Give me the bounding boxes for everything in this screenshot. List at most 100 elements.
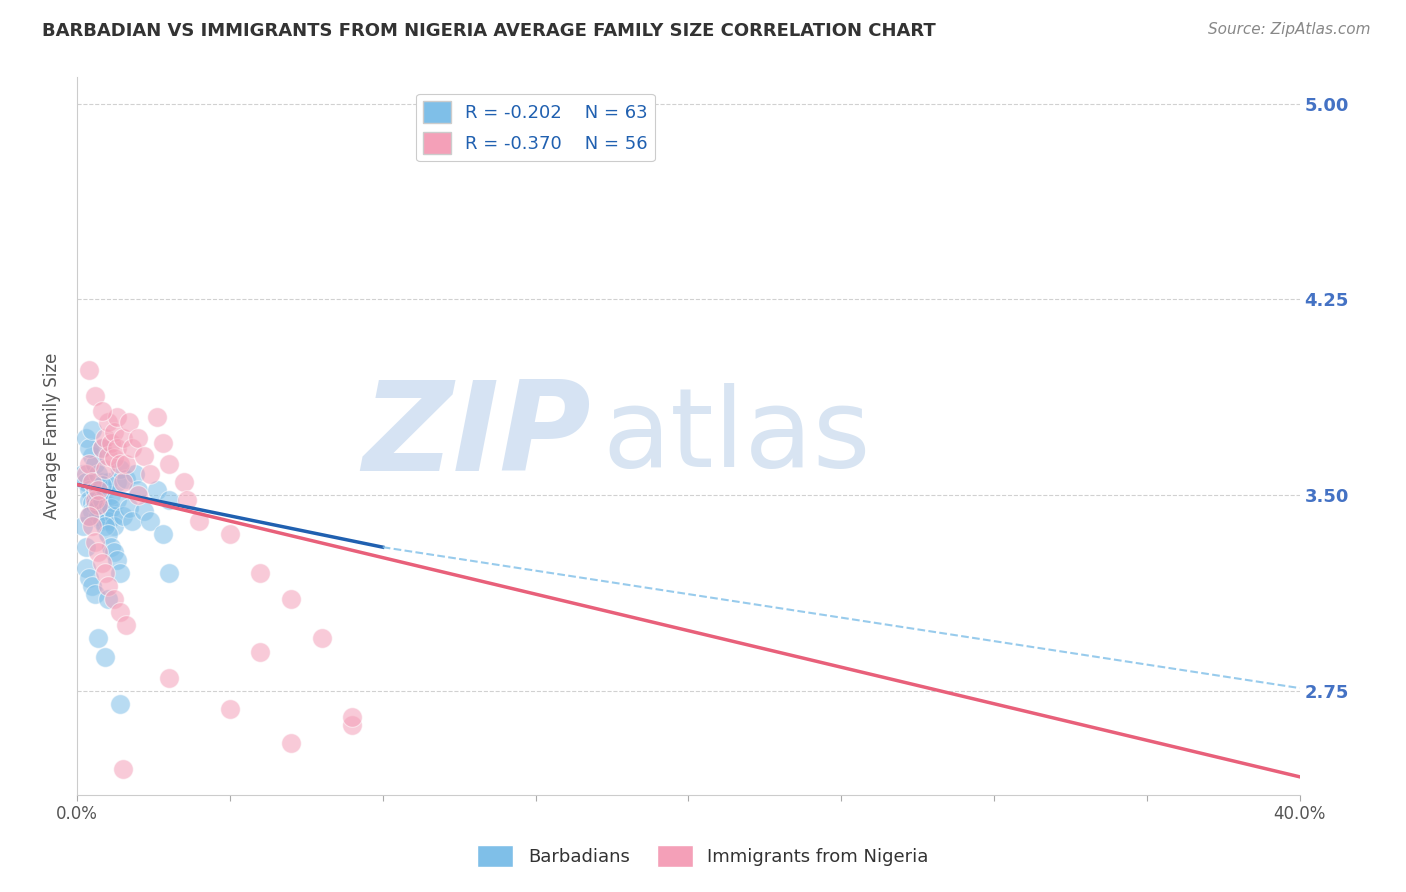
Point bbox=[79, 457, 101, 471]
Point bbox=[145, 483, 167, 497]
Point bbox=[105, 553, 128, 567]
Point bbox=[82, 423, 104, 437]
Point bbox=[157, 671, 180, 685]
Point bbox=[219, 702, 242, 716]
Point bbox=[157, 493, 180, 508]
Text: atlas: atlas bbox=[603, 383, 872, 490]
Point bbox=[79, 493, 101, 508]
Legend: R = -0.202    N = 63, R = -0.370    N = 56: R = -0.202 N = 63, R = -0.370 N = 56 bbox=[416, 94, 655, 161]
Point bbox=[118, 501, 141, 516]
Point bbox=[82, 475, 104, 489]
Point bbox=[103, 425, 125, 440]
Point bbox=[103, 451, 125, 466]
Point bbox=[108, 697, 131, 711]
Point bbox=[87, 501, 110, 516]
Legend: Barbadians, Immigrants from Nigeria: Barbadians, Immigrants from Nigeria bbox=[470, 838, 936, 874]
Point bbox=[173, 475, 195, 489]
Point bbox=[93, 483, 115, 497]
Point bbox=[139, 467, 162, 481]
Point bbox=[97, 499, 120, 513]
Point bbox=[90, 514, 112, 528]
Point bbox=[157, 457, 180, 471]
Point bbox=[82, 503, 104, 517]
Point bbox=[93, 566, 115, 581]
Point bbox=[103, 508, 125, 523]
Point bbox=[134, 449, 156, 463]
Point bbox=[75, 475, 97, 489]
Point bbox=[82, 579, 104, 593]
Point bbox=[87, 499, 110, 513]
Point bbox=[93, 462, 115, 476]
Point bbox=[121, 441, 143, 455]
Point bbox=[121, 514, 143, 528]
Point bbox=[79, 483, 101, 497]
Point bbox=[134, 503, 156, 517]
Point bbox=[97, 475, 120, 489]
Point bbox=[105, 475, 128, 489]
Point bbox=[72, 519, 94, 533]
Point bbox=[103, 592, 125, 607]
Point bbox=[100, 435, 122, 450]
Point bbox=[108, 606, 131, 620]
Point bbox=[87, 483, 110, 497]
Point bbox=[90, 441, 112, 455]
Point bbox=[152, 435, 174, 450]
Point bbox=[103, 545, 125, 559]
Point bbox=[127, 431, 149, 445]
Point bbox=[139, 514, 162, 528]
Point bbox=[340, 717, 363, 731]
Point bbox=[75, 467, 97, 481]
Point bbox=[108, 566, 131, 581]
Point bbox=[118, 415, 141, 429]
Point bbox=[90, 477, 112, 491]
Point bbox=[87, 632, 110, 646]
Point bbox=[105, 441, 128, 455]
Point bbox=[79, 362, 101, 376]
Point bbox=[84, 587, 107, 601]
Point bbox=[111, 508, 134, 523]
Point bbox=[115, 457, 138, 471]
Point bbox=[79, 508, 101, 523]
Point bbox=[152, 527, 174, 541]
Point bbox=[82, 449, 104, 463]
Point bbox=[100, 501, 122, 516]
Point bbox=[82, 496, 104, 510]
Point bbox=[103, 519, 125, 533]
Point bbox=[75, 561, 97, 575]
Point bbox=[105, 493, 128, 508]
Point bbox=[84, 457, 107, 471]
Point bbox=[90, 493, 112, 508]
Point bbox=[72, 467, 94, 481]
Point bbox=[145, 409, 167, 424]
Y-axis label: Average Family Size: Average Family Size bbox=[44, 353, 60, 519]
Point bbox=[127, 488, 149, 502]
Point bbox=[90, 556, 112, 570]
Point bbox=[97, 592, 120, 607]
Point bbox=[84, 493, 107, 508]
Point bbox=[280, 592, 302, 607]
Point bbox=[84, 483, 107, 497]
Point bbox=[75, 540, 97, 554]
Text: Source: ZipAtlas.com: Source: ZipAtlas.com bbox=[1208, 22, 1371, 37]
Point bbox=[90, 404, 112, 418]
Point bbox=[108, 457, 131, 471]
Point bbox=[87, 467, 110, 481]
Point bbox=[127, 483, 149, 497]
Point bbox=[115, 618, 138, 632]
Point bbox=[100, 488, 122, 502]
Point bbox=[84, 499, 107, 513]
Point bbox=[157, 566, 180, 581]
Point bbox=[340, 710, 363, 724]
Point bbox=[90, 441, 112, 455]
Point bbox=[84, 389, 107, 403]
Point bbox=[93, 431, 115, 445]
Point bbox=[111, 431, 134, 445]
Point bbox=[111, 475, 134, 489]
Point bbox=[100, 540, 122, 554]
Point bbox=[124, 467, 146, 481]
Point bbox=[93, 519, 115, 533]
Point bbox=[75, 431, 97, 445]
Point bbox=[93, 649, 115, 664]
Point bbox=[93, 503, 115, 517]
Point bbox=[111, 762, 134, 776]
